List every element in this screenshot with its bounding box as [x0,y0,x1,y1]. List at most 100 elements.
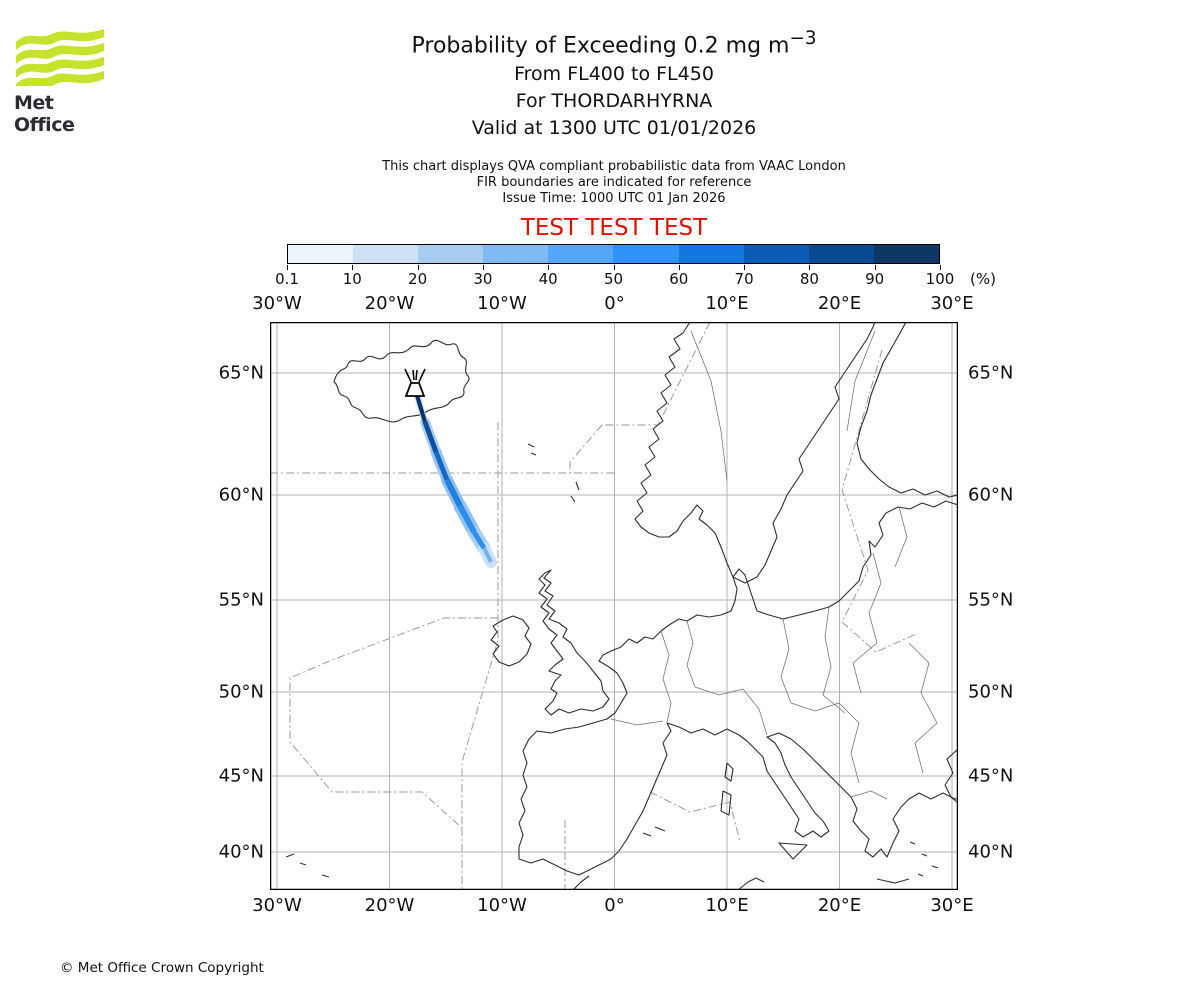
coast-aegean-islands [909,841,939,877]
met-office-logo-waves [16,29,104,92]
latitude-label: 55°N [218,589,264,611]
coast-azores [285,853,330,878]
coast-great-britain [538,569,610,716]
latitude-label: 55°N [968,589,1014,611]
subtitle-volcano: For THORDARHYRNA [515,90,713,112]
colorbar-tick-label: 90 [865,270,885,288]
colorbar-tick-label: 80 [799,270,819,288]
longitude-label: 20°W [364,293,415,314]
longitude-label: 30°E [930,895,974,916]
latitude-label: 50°N [968,681,1014,703]
coast-sicily [778,842,808,860]
colorbar-tick-label: 50 [603,270,624,288]
longitude-label: 20°E [817,293,862,314]
met-office-logo: Met Office [14,26,110,136]
plume-segment [414,391,427,423]
longitude-label: 10°E [705,293,749,314]
colorbar-segment [548,245,614,263]
plume-segment [444,478,463,508]
coast-ireland [490,615,532,667]
copyright-notice: © Met Office Crown Copyright [60,960,264,976]
colorbar-segments [288,245,939,263]
coast-north-africa [572,875,765,890]
colorbar-tick-label: 10 [342,270,362,288]
plume-segment [422,421,439,453]
page-title: Probability of Exceeding 0.2 mg m−3 [411,28,817,59]
longitude-label: 10°W [477,293,527,314]
info-line-qva: This chart displays QVA compliant probab… [382,159,846,174]
met-office-logo-text: Met Office [14,92,75,136]
coast-mediterranean [666,722,958,858]
test-banner: TEST TEST TEST [520,215,708,241]
colorbar-tick [352,265,354,270]
colorbar-segment [418,245,484,263]
fir-boundaries [270,322,917,890]
plume-segment [433,451,450,481]
latitude-label: 50°N [218,681,264,703]
map-frame [270,322,958,890]
latitude-label: 65°N [218,362,264,384]
coast-sardinia [720,790,732,816]
colorbar-tick [678,265,680,270]
coast-baltic-south [756,500,958,620]
latitude-label: 45°N [218,765,264,787]
latitude-label: 40°N [218,841,264,863]
colorbar-tick [744,265,746,270]
colorbar-tick-label: 40 [538,270,558,288]
colorbar-segment [353,245,419,263]
colorbar-segment [613,245,679,263]
colorbar-tick-label: 100 [925,270,955,288]
colorbar-tick [417,265,419,270]
map-canvas [270,322,958,890]
colorbar-tick [482,265,484,270]
longitude-label: 20°W [364,895,415,916]
latitude-label: 45°N [968,765,1014,787]
coast-iceland [333,339,470,423]
colorbar-tick-label: 70 [734,270,754,288]
colorbar-segment [743,245,809,263]
longitude-label: 30°E [930,293,974,314]
longitude-label: 30°W [252,293,302,314]
colorbar-tick [940,265,941,270]
plume-segment [471,530,487,550]
latitude-label: 65°N [968,362,1014,384]
coast-scandinavia [634,322,876,584]
coast-crete [876,878,910,884]
colorbar-segment [678,245,744,263]
colorbar-segment [808,245,874,263]
coast-faroe [527,443,537,456]
coast-corsica [724,762,734,782]
colorbar-tick-label: 20 [408,270,428,288]
coast-west-europe [518,614,722,876]
subtitle-flight-levels: From FL400 to FL450 [514,63,714,85]
colorbar-tick [287,265,288,270]
info-line-fir: FIR boundaries are indicated for referen… [476,175,752,190]
country-borders [610,330,938,800]
longitude-label: 0° [604,895,625,916]
longitude-label: 10°W [477,895,527,916]
colorbar-tick [548,265,550,270]
colorbar-segment [288,245,354,263]
latitude-label: 60°N [218,484,264,506]
subtitle-valid-time: Valid at 1300 UTC 01/01/2026 [471,117,757,139]
longitude-label: 30°W [252,895,302,916]
longitude-label: 0° [604,293,625,314]
volcano-icon [404,368,426,397]
colorbar-tick [613,265,615,270]
colorbar-tick [809,265,811,270]
colorbar-tick-label: 30 [473,270,493,288]
colorbar-tick [874,265,876,270]
latitude-label: 60°N [968,484,1014,506]
plume-segment [457,504,477,534]
coast-finland [856,322,958,498]
info-line-issue-time: Issue Time: 1000 UTC 01 Jan 2026 [502,191,726,206]
coast-shetland [570,481,580,503]
latitude-label: 40°N [968,841,1014,863]
coast-black-sea [944,748,958,804]
longitude-label: 10°E [705,895,749,916]
graticule-grid [270,322,958,890]
colorbar-segment [873,245,939,263]
title-superscript: −3 [789,28,817,49]
colorbar-segment [483,245,549,263]
coast-balearics [642,826,666,837]
